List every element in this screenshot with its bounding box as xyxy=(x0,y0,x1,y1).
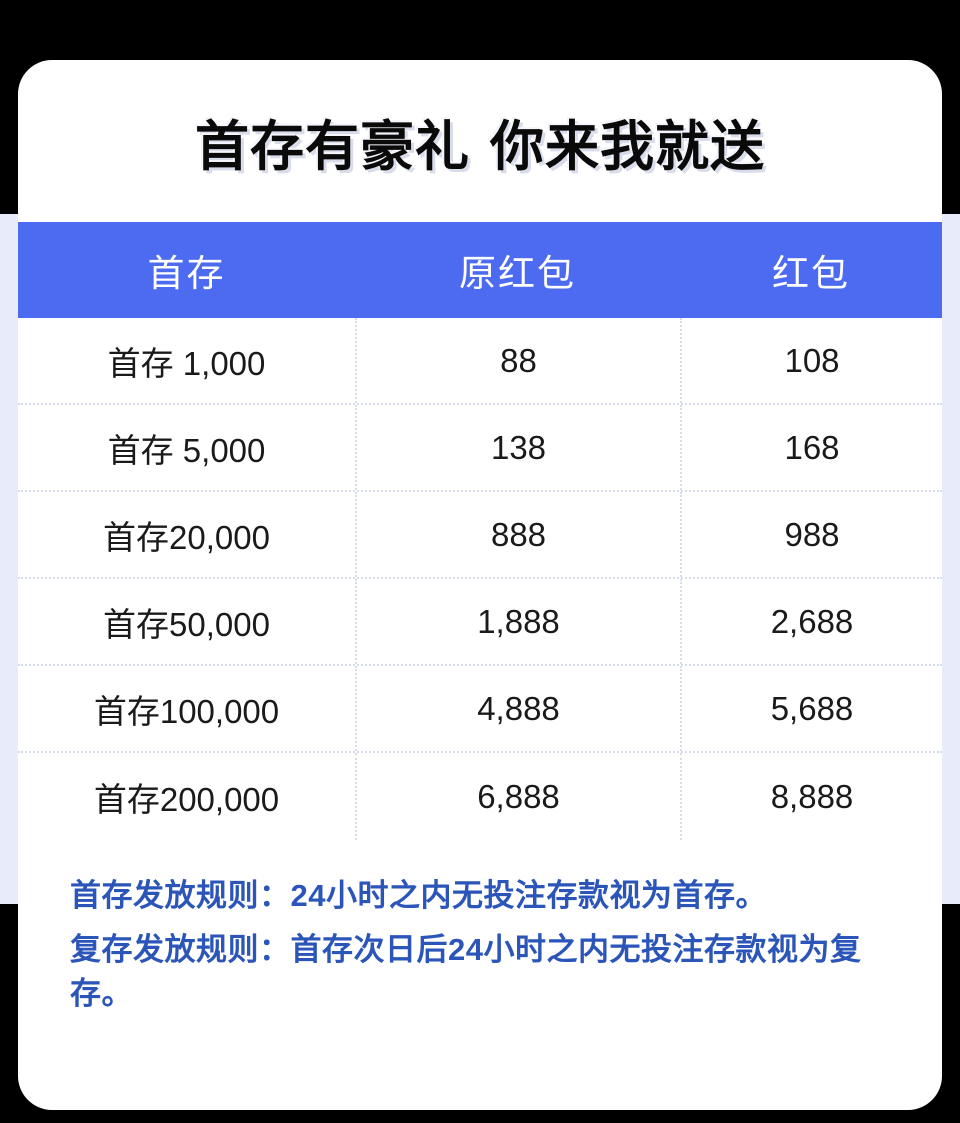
cell-original-bonus: 888 xyxy=(355,492,680,577)
column-header-bonus: 红包 xyxy=(772,253,850,294)
cell-original-bonus: 88 xyxy=(355,318,680,403)
rule-repeat-deposit: 复存发放规则：首存次日后24小时之内无投注存款视为复存。 xyxy=(70,932,862,1012)
promo-rules: 首存发放规则：24小时之内无投注存款视为首存。 复存发放规则：首存次日后24小时… xyxy=(18,840,942,1016)
cell-bonus: 988 xyxy=(680,492,942,577)
cell-deposit-tier: 首存50,000 xyxy=(103,605,270,643)
column-header-deposit: 首存 xyxy=(147,253,226,294)
cell-original-bonus: 6,888 xyxy=(355,753,680,840)
cell-bonus: 5,688 xyxy=(680,666,942,751)
cell-deposit-tier: 首存 5,000 xyxy=(107,431,266,469)
cell-original-bonus: 1,888 xyxy=(355,579,680,664)
table-row: 首存 1,000 88 108 xyxy=(18,318,942,405)
cell-deposit-tier: 首存20,000 xyxy=(103,518,270,556)
page-title-part-2: 你来我就送 xyxy=(490,116,765,177)
page-title-part-1: 首存有豪礼 xyxy=(195,116,470,177)
deposit-bonus-table: 首存 原红包 红包 首存 1,000 88 108 首存 5,000 138 1… xyxy=(18,222,942,840)
cell-bonus: 2,688 xyxy=(680,579,942,664)
cell-deposit-tier: 首存100,000 xyxy=(93,692,280,730)
cell-deposit-tier: 首存200,000 xyxy=(93,780,280,818)
promo-title-area: 首存有豪礼 你来我就送 xyxy=(18,60,942,222)
cell-bonus: 108 xyxy=(680,318,942,403)
cell-deposit-tier: 首存 1,000 xyxy=(107,344,266,382)
page-title: 首存有豪礼 你来我就送 xyxy=(195,102,765,181)
rule-first-deposit: 首存发放规则：24小时之内无投注存款视为首存。 xyxy=(70,878,767,913)
table-row: 首存50,000 1,888 2,688 xyxy=(18,579,942,666)
table-row: 首存 5,000 138 168 xyxy=(18,405,942,492)
cell-original-bonus: 138 xyxy=(355,405,680,490)
cell-bonus: 8,888 xyxy=(680,753,942,840)
table-header-row: 首存 原红包 红包 xyxy=(18,222,942,318)
promo-card: 首存有豪礼 你来我就送 首存 原红包 红包 首存 1,000 88 108 首存 … xyxy=(18,60,942,1110)
table-row: 首存100,000 4,888 5,688 xyxy=(18,666,942,753)
cell-original-bonus: 4,888 xyxy=(355,666,680,751)
table-row: 首存200,000 6,888 8,888 xyxy=(18,753,942,840)
cell-bonus: 168 xyxy=(680,405,942,490)
column-header-original-bonus: 原红包 xyxy=(459,253,576,294)
table-row: 首存20,000 888 988 xyxy=(18,492,942,579)
